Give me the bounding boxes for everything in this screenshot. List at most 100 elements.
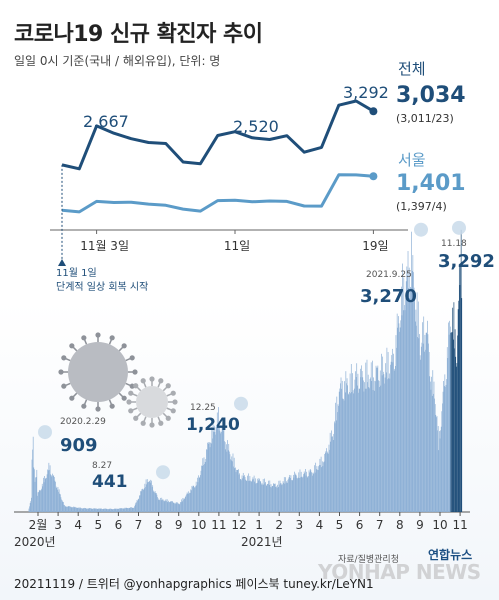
bar bbox=[96, 508, 98, 512]
bar bbox=[322, 466, 324, 512]
virus-spike-tip bbox=[158, 420, 164, 426]
bar bbox=[249, 476, 251, 512]
bar bbox=[140, 491, 142, 512]
bar bbox=[90, 508, 91, 512]
bar bbox=[143, 488, 145, 512]
bar bbox=[410, 286, 411, 512]
bar bbox=[264, 478, 265, 512]
bar bbox=[49, 465, 51, 512]
bar bbox=[389, 378, 391, 512]
series-total-end-dot bbox=[369, 107, 378, 116]
bar bbox=[184, 496, 186, 512]
bar bbox=[230, 460, 232, 512]
bar bbox=[59, 493, 61, 512]
bar bbox=[384, 377, 386, 512]
bar bbox=[400, 320, 402, 512]
bar bbox=[292, 480, 294, 512]
bar bbox=[228, 444, 230, 512]
bar bbox=[368, 387, 370, 512]
bar bbox=[151, 487, 153, 512]
bar bbox=[285, 482, 287, 512]
bar bbox=[105, 508, 107, 512]
bar bbox=[198, 475, 199, 512]
bar bbox=[440, 426, 442, 512]
bar bbox=[168, 502, 170, 512]
bar bbox=[208, 443, 210, 512]
bar bbox=[139, 495, 141, 512]
bar bbox=[388, 378, 390, 512]
bar bbox=[422, 322, 423, 512]
bar bbox=[49, 469, 50, 512]
bar bbox=[379, 370, 381, 512]
bar bbox=[341, 388, 342, 512]
bar bbox=[312, 472, 314, 512]
bar bbox=[130, 507, 131, 512]
bar bbox=[157, 497, 158, 512]
bar bbox=[424, 334, 426, 512]
bar bbox=[431, 376, 432, 512]
bar bbox=[75, 507, 76, 512]
bar bbox=[376, 367, 378, 512]
bar bbox=[411, 270, 413, 512]
bar bbox=[94, 508, 96, 512]
bar bbox=[303, 474, 304, 512]
bar bbox=[52, 475, 54, 512]
bar bbox=[43, 482, 45, 512]
peak-date: 11.18 bbox=[441, 239, 467, 249]
bar bbox=[311, 472, 313, 512]
bar bbox=[460, 229, 462, 512]
bar bbox=[206, 449, 207, 512]
bar bbox=[58, 491, 59, 512]
bar bbox=[100, 508, 102, 512]
bar bbox=[426, 332, 428, 512]
bar bbox=[405, 298, 406, 512]
bar bbox=[280, 483, 282, 512]
bar bbox=[269, 480, 271, 512]
bar bbox=[303, 471, 305, 512]
virus-spike-tip bbox=[81, 403, 87, 409]
bar bbox=[247, 475, 248, 512]
bar bbox=[415, 309, 417, 512]
bar bbox=[328, 444, 330, 512]
bar bbox=[28, 508, 30, 512]
bar bbox=[101, 509, 103, 512]
bar-x-tick-label: 10 bbox=[432, 518, 447, 532]
bar bbox=[409, 298, 411, 512]
bar bbox=[76, 507, 78, 512]
bar bbox=[70, 506, 72, 512]
bar bbox=[215, 427, 217, 512]
bar bbox=[210, 443, 212, 512]
virus-spike-tip bbox=[158, 378, 164, 384]
bar bbox=[149, 480, 151, 512]
bar bbox=[84, 507, 85, 512]
bar bbox=[256, 483, 257, 512]
bar bbox=[425, 332, 427, 512]
bar bbox=[43, 477, 44, 512]
bar bbox=[38, 492, 39, 512]
bar bbox=[447, 357, 449, 512]
bar bbox=[393, 370, 395, 512]
bar bbox=[380, 385, 382, 512]
bar bbox=[374, 380, 376, 512]
bar bbox=[181, 501, 183, 512]
bar bbox=[62, 501, 64, 512]
virus-spike-tip bbox=[109, 403, 115, 409]
bar bbox=[225, 444, 227, 512]
bar bbox=[355, 371, 356, 512]
bar bbox=[436, 416, 438, 512]
bar bbox=[29, 503, 31, 512]
bar bbox=[121, 508, 123, 512]
bar bbox=[222, 427, 224, 512]
bar bbox=[375, 381, 376, 512]
bar bbox=[172, 502, 174, 512]
bar bbox=[363, 380, 364, 512]
bar bbox=[395, 366, 396, 512]
bar bbox=[189, 492, 190, 512]
bar bbox=[134, 506, 135, 512]
bar bbox=[399, 327, 401, 512]
bar bbox=[161, 497, 163, 512]
watermark: YONHAP NEWS bbox=[318, 560, 481, 584]
bar bbox=[338, 391, 340, 512]
bar bbox=[402, 310, 404, 512]
bar bbox=[393, 353, 394, 512]
